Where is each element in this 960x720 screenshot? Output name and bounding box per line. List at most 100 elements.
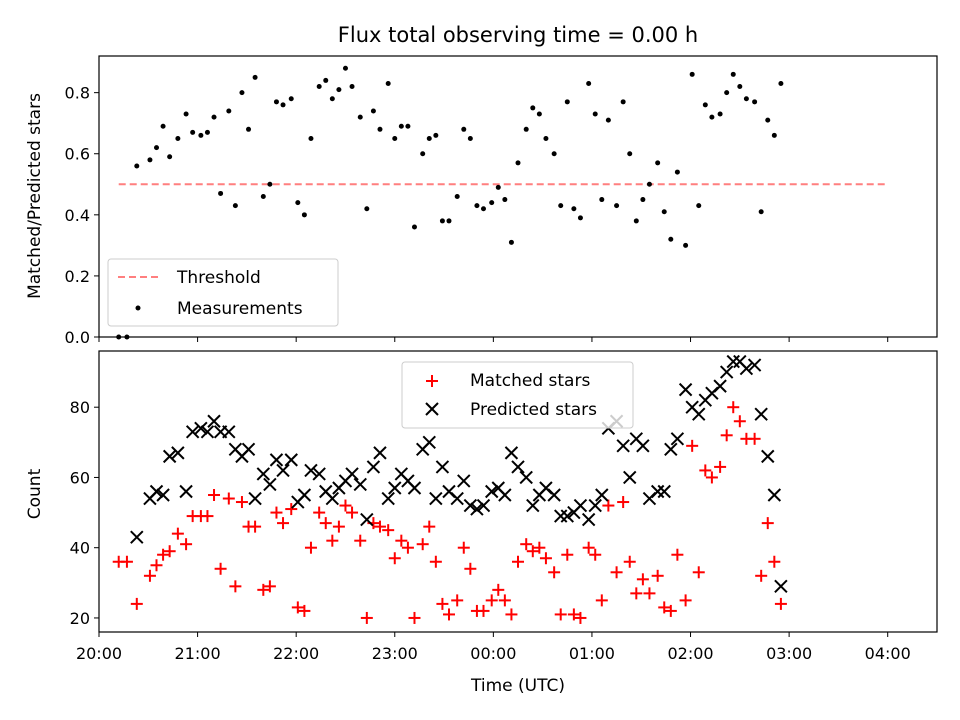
measurement-point bbox=[778, 80, 784, 86]
predicted-star-point bbox=[739, 361, 754, 376]
matched-star-point bbox=[561, 548, 574, 561]
bottom-y-axis-label: Count bbox=[25, 468, 45, 519]
predicted-star-point bbox=[185, 425, 200, 439]
x-tick-label: 21:00 bbox=[175, 644, 221, 663]
predicted-legend-label: Predicted stars bbox=[470, 400, 597, 420]
matched-star-point bbox=[208, 489, 221, 502]
predicted-star-point bbox=[269, 453, 284, 467]
matched-star-point bbox=[285, 503, 298, 516]
measurement-point bbox=[495, 184, 501, 190]
matched-star-point bbox=[477, 604, 490, 617]
measurement-point bbox=[633, 218, 639, 224]
matched-star-point bbox=[671, 548, 684, 561]
measurement-point bbox=[577, 215, 583, 221]
bottom-legend: Matched stars Predicted stars bbox=[401, 361, 634, 429]
top-y-tick-label: 0.4 bbox=[65, 206, 90, 225]
measurement-point bbox=[558, 203, 564, 209]
predicted-star-point bbox=[470, 502, 484, 516]
matched-star-point bbox=[201, 510, 214, 523]
predicted-star-point bbox=[670, 432, 685, 446]
measurement-point bbox=[175, 135, 181, 141]
matched-star-point bbox=[171, 527, 184, 540]
measurement-point bbox=[439, 218, 445, 224]
matched-star-point bbox=[692, 566, 705, 579]
predicted-star-point bbox=[207, 414, 221, 428]
matched-star-point bbox=[408, 611, 421, 624]
predicted-star-point bbox=[581, 512, 596, 527]
matched-star-point bbox=[346, 506, 359, 519]
measurement-point bbox=[592, 111, 598, 117]
matched-star-point bbox=[332, 520, 345, 533]
measurement-point bbox=[605, 117, 611, 123]
measurement-point bbox=[523, 126, 529, 132]
predicted-star-point bbox=[726, 354, 740, 369]
predicted-star-point bbox=[504, 446, 519, 460]
predicted-star-point bbox=[366, 460, 381, 474]
matched-star-point bbox=[464, 562, 477, 575]
measurement-point bbox=[252, 74, 258, 80]
predicted-star-point bbox=[222, 425, 236, 439]
figure-title: Flux total observing time = 0.00 h bbox=[338, 23, 698, 47]
x-tick-label: 01:00 bbox=[569, 644, 615, 663]
measurement-point bbox=[599, 197, 605, 203]
measurement-point bbox=[433, 132, 439, 138]
measurement-point bbox=[370, 108, 376, 114]
measurement-point bbox=[426, 135, 432, 141]
matched-star-point bbox=[602, 499, 615, 512]
predicted-star-point bbox=[304, 463, 318, 478]
measurement-point bbox=[349, 84, 355, 90]
predicted-star-point bbox=[498, 488, 512, 502]
top-y-tick-label: 0.6 bbox=[65, 145, 90, 164]
predicted-star-point bbox=[767, 488, 782, 502]
top-y-tick-label: 0.8 bbox=[65, 84, 90, 103]
measurement-point bbox=[454, 194, 460, 199]
predicted-star-point bbox=[297, 488, 312, 502]
bottom-y-tick-label: 20 bbox=[70, 609, 90, 628]
predicted-star-point bbox=[284, 453, 298, 467]
measurement-point bbox=[280, 102, 286, 108]
measurement-point bbox=[273, 99, 279, 105]
measurement-point bbox=[183, 111, 189, 117]
measurement-point bbox=[411, 224, 417, 230]
measurement-point bbox=[620, 99, 626, 105]
top-data-layer bbox=[116, 65, 888, 340]
bottom-data-layer bbox=[112, 354, 788, 624]
predicted-star-point bbox=[692, 407, 706, 421]
predicted-star-point bbox=[774, 579, 788, 594]
measurement-point bbox=[211, 114, 217, 120]
measurement-point bbox=[752, 99, 758, 105]
predicted-star-point bbox=[747, 358, 762, 372]
measurement-point bbox=[342, 65, 348, 71]
measurement-point bbox=[377, 126, 383, 132]
measurement-point bbox=[702, 102, 708, 108]
top-ticks: 0.0 0.2 0.4 0.6 0.8 bbox=[65, 84, 889, 347]
predicted-star-point bbox=[171, 446, 185, 460]
measurement-point bbox=[724, 90, 730, 96]
bottom-ticks: 20 40 60 80 20:00 21:00 22:00 23:00 00:00 01:00 02… bbox=[70, 398, 911, 663]
measurement-point bbox=[295, 200, 301, 206]
predicted-star-point bbox=[241, 442, 256, 457]
measurement-point bbox=[480, 206, 486, 212]
measurement-point bbox=[134, 163, 140, 169]
measurement-point bbox=[689, 71, 695, 77]
measurement-point bbox=[668, 236, 674, 242]
matched-star-point bbox=[130, 597, 143, 610]
measurement-point bbox=[508, 239, 514, 245]
measurement-point bbox=[239, 90, 245, 96]
predicted-star-point bbox=[450, 491, 464, 506]
predicted-star-point bbox=[345, 467, 359, 481]
predicted-star-point bbox=[485, 484, 499, 499]
matched-star-point bbox=[748, 432, 761, 445]
predicted-star-point bbox=[463, 498, 478, 513]
matched-star-point bbox=[643, 587, 656, 600]
measurement-point bbox=[709, 114, 715, 120]
measurement-point bbox=[730, 71, 736, 77]
predicted-star-point bbox=[650, 484, 665, 499]
predicted-star-point bbox=[719, 365, 734, 379]
predicted-star-point bbox=[194, 421, 208, 435]
predicted-star-point bbox=[595, 488, 609, 502]
matched-star-point bbox=[257, 583, 270, 596]
predicted-star-point bbox=[547, 488, 561, 502]
predicted-star-point bbox=[353, 477, 367, 492]
measurement-point bbox=[336, 87, 342, 93]
